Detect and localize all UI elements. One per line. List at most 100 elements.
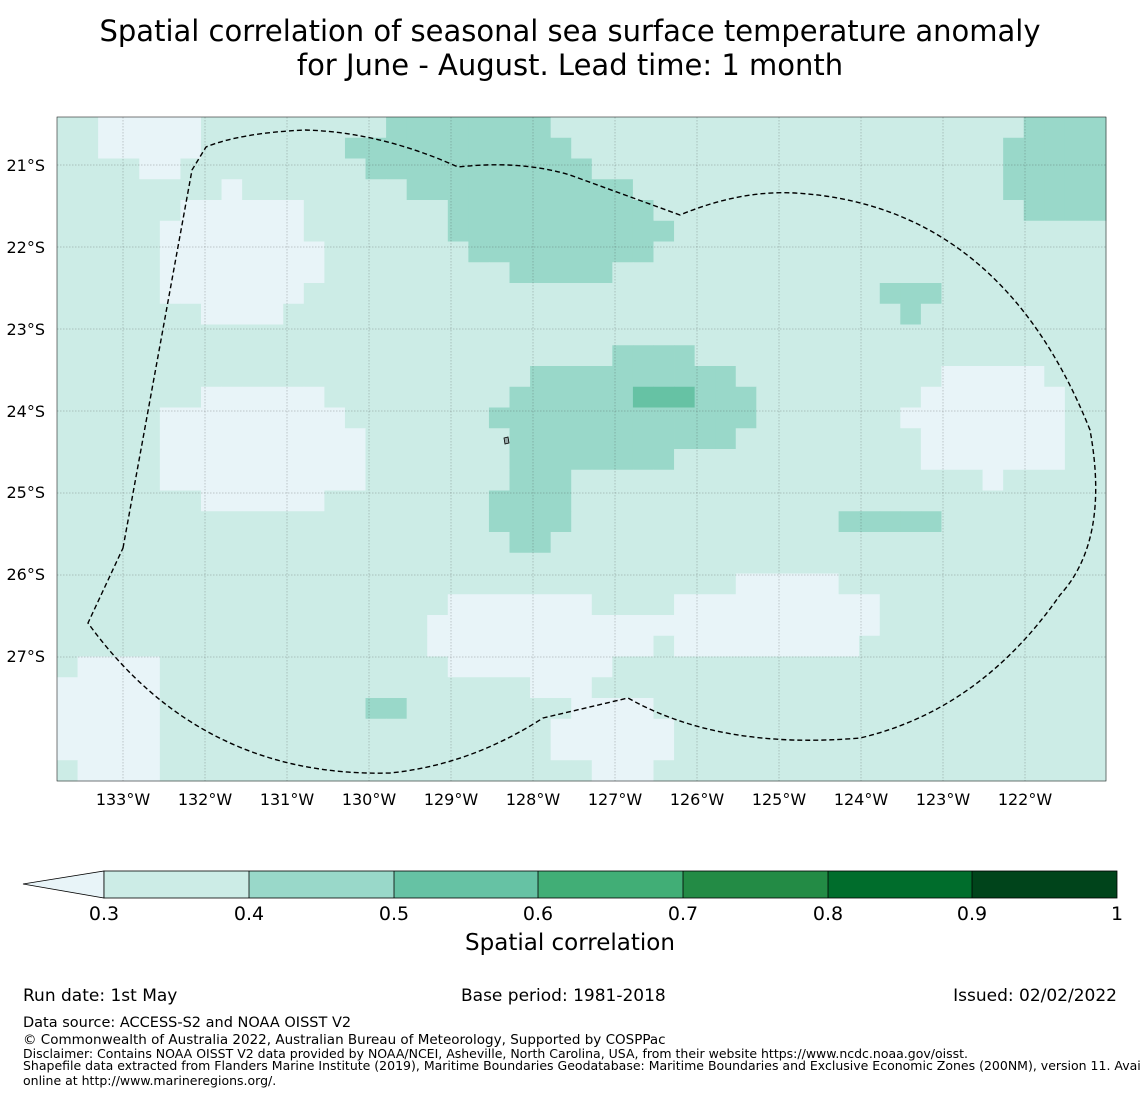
correlation-cell <box>365 511 387 533</box>
correlation-cell <box>715 615 737 637</box>
correlation-cell <box>776 407 798 429</box>
correlation-cell <box>591 718 613 740</box>
correlation-cell <box>139 739 161 761</box>
correlation-cell <box>818 615 840 637</box>
correlation-cell <box>694 718 716 740</box>
correlation-cell <box>386 718 408 740</box>
correlation-cell <box>756 532 778 554</box>
correlation-cell <box>1064 511 1086 533</box>
correlation-cell <box>447 366 469 388</box>
correlation-cell <box>1085 407 1107 429</box>
correlation-cell <box>900 158 922 180</box>
correlation-cell <box>427 635 449 657</box>
correlation-cell <box>1023 469 1045 491</box>
correlation-cell <box>221 760 243 782</box>
correlation-cell <box>262 718 284 740</box>
correlation-cell <box>735 469 757 491</box>
correlation-cell <box>406 573 428 595</box>
correlation-cell <box>180 490 202 512</box>
correlation-cell <box>303 490 325 512</box>
correlation-cell <box>694 158 716 180</box>
correlation-cell <box>139 677 161 699</box>
correlation-cell <box>674 137 696 159</box>
correlation-cell <box>550 635 572 657</box>
correlation-cell <box>77 677 99 699</box>
correlation-cell <box>303 366 325 388</box>
correlation-cell <box>1023 594 1045 616</box>
colorbar-tick: 1 <box>1111 903 1123 925</box>
correlation-cell <box>221 552 243 574</box>
correlation-cell <box>1023 200 1045 222</box>
correlation-cell <box>447 303 469 325</box>
correlation-cell <box>920 407 942 429</box>
correlation-cell <box>303 677 325 699</box>
correlation-cell <box>982 345 1004 367</box>
correlation-cell <box>776 573 798 595</box>
correlation-cell <box>674 407 696 429</box>
correlation-cell <box>221 117 243 139</box>
correlation-cell <box>776 677 798 699</box>
correlation-cell <box>139 760 161 782</box>
correlation-cell <box>406 137 428 159</box>
correlation-cell <box>941 552 963 574</box>
correlation-cell <box>468 469 490 491</box>
correlation-cell <box>715 158 737 180</box>
correlation-cell <box>653 739 675 761</box>
correlation-cell <box>118 739 140 761</box>
correlation-cell <box>694 677 716 699</box>
correlation-cell <box>386 137 408 159</box>
correlation-cell <box>941 407 963 429</box>
correlation-cell <box>242 739 264 761</box>
correlation-cell <box>242 179 264 201</box>
correlation-cell <box>427 656 449 678</box>
correlation-cell <box>694 179 716 201</box>
correlation-cell <box>694 303 716 325</box>
correlation-cell <box>571 635 593 657</box>
correlation-cell <box>838 511 860 533</box>
correlation-cell <box>1023 615 1045 637</box>
correlation-cell <box>447 739 469 761</box>
correlation-cell <box>488 366 510 388</box>
correlation-cell <box>406 262 428 284</box>
correlation-cell <box>324 200 346 222</box>
correlation-cell <box>180 677 202 699</box>
correlation-cell <box>818 345 840 367</box>
correlation-cell <box>118 615 140 637</box>
correlation-cell <box>571 179 593 201</box>
correlation-cell <box>324 594 346 616</box>
correlation-cell <box>98 158 120 180</box>
correlation-cell <box>756 386 778 408</box>
correlation-cell <box>1003 718 1025 740</box>
correlation-cell <box>468 345 490 367</box>
correlation-cell <box>715 345 737 367</box>
correlation-cell <box>57 615 78 637</box>
correlation-cell <box>283 324 305 346</box>
correlation-cell <box>427 158 449 180</box>
correlation-cell <box>386 698 408 720</box>
correlation-cell <box>1064 615 1086 637</box>
correlation-cell <box>818 158 840 180</box>
correlation-cell <box>386 366 408 388</box>
correlation-cell <box>797 241 819 263</box>
correlation-cell <box>1023 283 1045 305</box>
shapefile-credit-2: online at http://www.marineregions.org/. <box>23 1073 277 1088</box>
correlation-cell <box>962 490 983 512</box>
correlation-cell <box>941 303 963 325</box>
correlation-cell <box>159 594 181 616</box>
correlation-cell <box>591 428 613 450</box>
correlation-cell <box>98 283 120 305</box>
correlation-cell <box>900 366 922 388</box>
correlation-cell <box>674 428 696 450</box>
correlation-cell <box>447 241 469 263</box>
correlation-cell <box>283 615 305 637</box>
correlation-cell <box>98 345 120 367</box>
correlation-cell <box>694 594 716 616</box>
correlation-cell <box>365 200 387 222</box>
correlation-cell <box>920 137 942 159</box>
correlation-cell <box>735 573 757 595</box>
correlation-cell <box>1085 158 1107 180</box>
correlation-cell <box>674 490 696 512</box>
correlation-cell <box>550 449 572 471</box>
correlation-cell <box>427 532 449 554</box>
correlation-cell <box>1085 511 1107 533</box>
